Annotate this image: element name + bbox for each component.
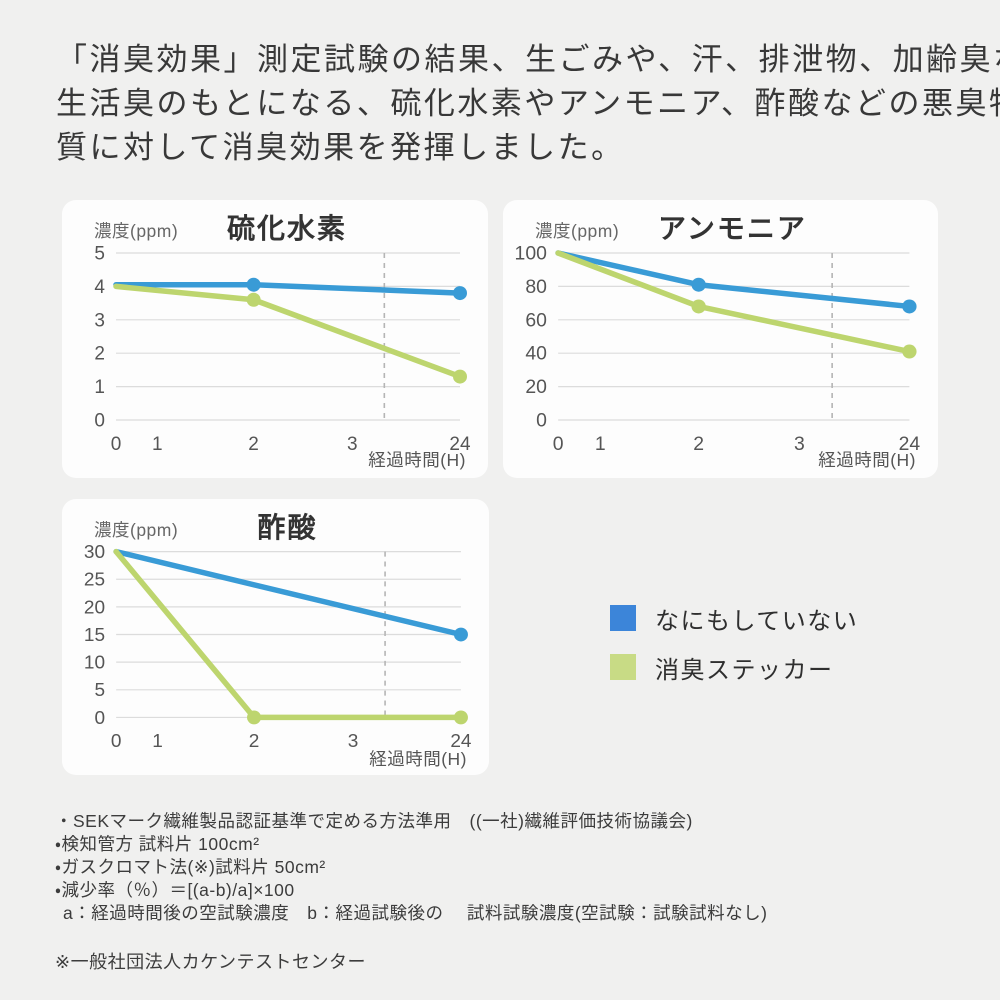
data-point-marker — [902, 344, 917, 359]
footnote-line-1: ・SEKマーク繊維製品認証基準で定める方法準用 ((一社)繊維評価技術協議会) — [55, 811, 693, 831]
x-axis-label: 経過時間(H) — [369, 749, 467, 769]
x-axis-label: 経過時間(H) — [818, 450, 916, 470]
intro-line-2: 生活臭のもとになる、硫化水素やアンモニア、酢酸などの悪臭物 — [56, 86, 1000, 121]
data-point-marker — [453, 369, 467, 384]
y-tick-label: 20 — [525, 377, 547, 398]
data-point-marker — [246, 277, 261, 292]
footnote-line-3: ・ガスクロマト法(※)試料片 50cm² — [55, 857, 326, 877]
y-tick-label: 80 — [525, 277, 547, 298]
x-tick-label: 24 — [899, 434, 921, 455]
y-tick-label: 100 — [515, 244, 547, 265]
data-point-marker — [453, 710, 468, 725]
x-tick-label: 2 — [693, 434, 704, 455]
x-tick-label: 24 — [450, 731, 471, 752]
y-tick-label: 0 — [536, 411, 547, 432]
line-chart-hydrogen-sulfide: 0 1 2 3 4 5 0 1 2 3 24 — [94, 244, 471, 456]
y-axis-unit-label: 濃度(ppm) — [94, 221, 179, 241]
footnote-line-2: ・検知管方 試料片 100cm² — [55, 834, 260, 854]
y-tick-label: 5 — [94, 244, 105, 265]
series-line-series_green — [113, 283, 463, 380]
y-tick-label: 40 — [525, 344, 547, 365]
series-line-series_blue — [555, 250, 913, 310]
y-axis-unit-label: 濃度(ppm) — [94, 520, 179, 540]
intro-paragraph: 「消臭効果」測定試験の結果、生ごみや、汗、排泄物、加齢臭など 生活臭のもとになる… — [56, 38, 1000, 170]
y-tick-label: 10 — [84, 653, 105, 674]
chart-card-hydrogen-sulfide: 濃度(ppm) 硫化水素 0 1 2 3 4 5 0 1 2 3 24 経過時間(H) — [62, 200, 488, 478]
x-tick-label: 3 — [348, 731, 359, 752]
chart-title-ammonia: アンモニア — [658, 213, 807, 244]
data-point-marker — [453, 286, 467, 301]
x-axis-label: 経過時間(H) — [368, 450, 466, 470]
intro-line-3: 質に対して消臭効果を発揮しました。 — [56, 130, 625, 165]
legend: なにもしていない 消臭ステッカー — [610, 605, 858, 703]
chart-title-hydrogen-sulfide: 硫化水素 — [226, 213, 347, 244]
y-axis-unit-label: 濃度(ppm) — [535, 221, 620, 241]
y-tick-label: 15 — [84, 625, 105, 646]
y-tick-label: 30 — [84, 542, 105, 563]
chart-title-acetic-acid: 酢酸 — [257, 512, 318, 543]
x-tick-label: 1 — [152, 731, 163, 752]
footnotes: ・SEKマーク繊維製品認証基準で定める方法準用 ((一社)繊維評価技術協議会) … — [55, 810, 767, 925]
legend-item-untreated: なにもしていない — [610, 605, 858, 635]
y-tick-label: 20 — [84, 597, 105, 618]
x-tick-label: 3 — [794, 434, 805, 455]
series-line-series_blue — [113, 548, 464, 638]
legend-label-deodorant-sticker: 消臭ステッカー — [655, 656, 834, 684]
footnote-line-5: a：経過時間後の空試験濃度 b：経過試験後の 試料試験濃度(空試験：試験試料なし… — [63, 903, 768, 923]
x-tick-label: 0 — [111, 434, 122, 455]
chart-card-ammonia: 濃度(ppm) アンモニア 0 20 40 60 80 100 0 1 2 3 24 経過時間(H) — [503, 200, 938, 478]
y-tick-label: 25 — [84, 570, 105, 591]
y-tick-label: 3 — [94, 310, 105, 331]
data-point-marker — [247, 710, 262, 725]
footnote-line-4: ・減少率（％）＝[(a-b)/a]×100 — [55, 880, 295, 900]
chart-card-acetic-acid: 濃度(ppm) 酢酸 0 5 10 15 20 25 30 0 1 2 3 24 経過時間(H) — [62, 499, 489, 775]
x-tick-label: 3 — [347, 434, 358, 455]
legend-item-deodorant-sticker: 消臭ステッカー — [610, 654, 858, 684]
y-tick-label: 60 — [525, 310, 547, 331]
y-tick-label: 0 — [95, 708, 106, 729]
legend-swatch-blue — [610, 605, 636, 631]
intro-line-1: 「消臭効果」測定試験の結果、生ごみや、汗、排泄物、加齢臭など — [56, 42, 1000, 77]
x-tick-label: 2 — [249, 731, 260, 752]
y-tick-label: 1 — [94, 377, 105, 398]
y-tick-label: 0 — [94, 411, 105, 432]
y-tick-label: 4 — [94, 277, 105, 298]
x-tick-label: 1 — [595, 434, 606, 455]
data-point-marker — [453, 627, 468, 642]
line-chart-acetic-acid: 0 5 10 15 20 25 30 0 1 2 3 24 — [84, 542, 472, 752]
x-tick-label: 24 — [449, 434, 471, 455]
x-tick-label: 1 — [152, 434, 163, 455]
data-point-marker — [691, 299, 706, 314]
y-tick-label: 2 — [94, 344, 105, 365]
x-tick-label: 2 — [248, 434, 259, 455]
x-tick-label: 0 — [111, 731, 122, 752]
data-point-marker — [902, 299, 917, 314]
data-point-marker — [246, 292, 261, 307]
y-tick-label: 5 — [95, 680, 106, 701]
data-point-marker — [691, 277, 706, 292]
legend-label-untreated: なにもしていない — [655, 607, 859, 635]
legend-swatch-green — [610, 654, 636, 680]
test-center-note: ※一般社団法人カケンテストセンター — [55, 952, 367, 972]
x-tick-label: 0 — [553, 434, 564, 455]
line-chart-ammonia: 0 20 40 60 80 100 0 1 2 3 24 — [515, 244, 921, 455]
